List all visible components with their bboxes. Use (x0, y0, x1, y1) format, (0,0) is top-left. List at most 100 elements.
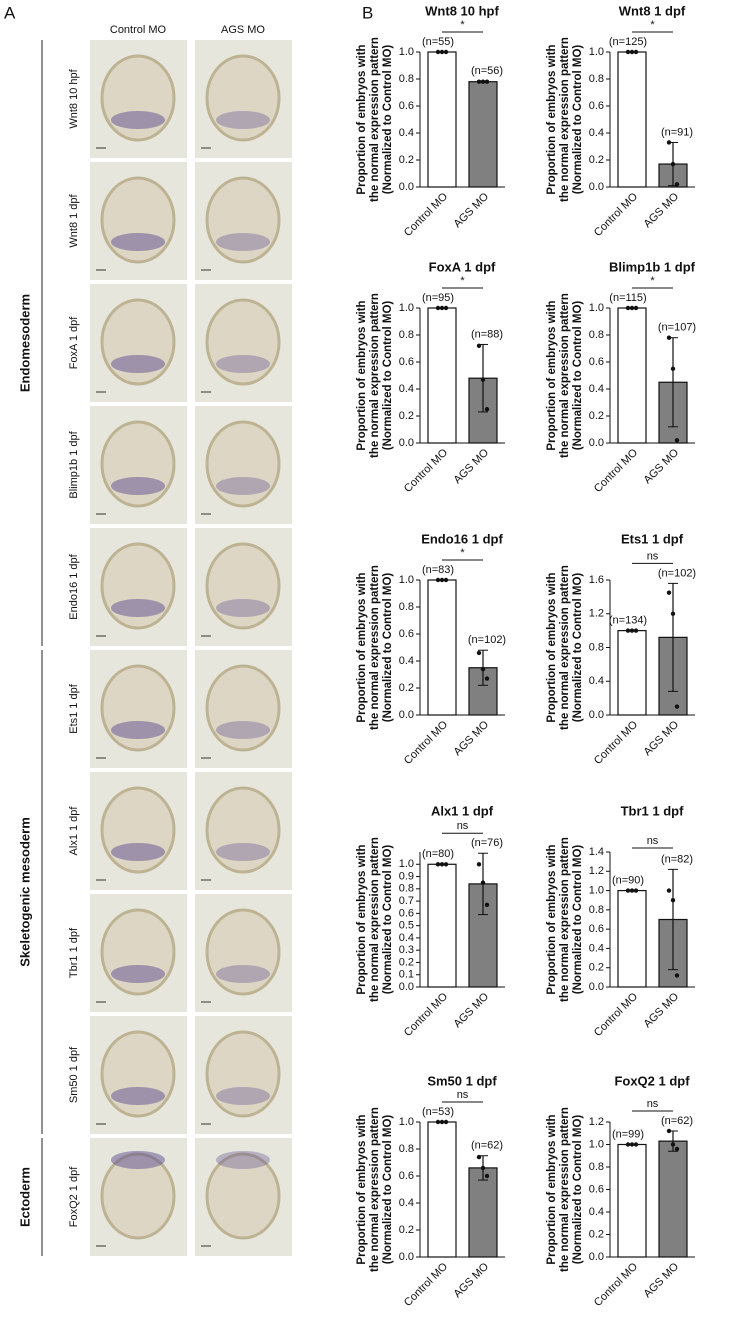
data-point (625, 1142, 631, 1147)
significance: * (650, 19, 655, 31)
data-point (476, 650, 482, 656)
y-axis-label: Proportion of embryos with (356, 1114, 368, 1264)
y-tick-label: 1.2 (589, 1116, 604, 1128)
n-label: (n=55) (422, 36, 454, 48)
embryo-body (205, 420, 281, 508)
y-axis-label: Proportion of embryos with (546, 1114, 558, 1264)
data-point (666, 590, 672, 595)
y-tick-label: 0.6 (399, 628, 414, 640)
row-label: Alx1 1 dpf (68, 806, 80, 856)
chart-title: FoxQ2 1 dpf (614, 1073, 690, 1088)
y-axis-label: (Normalized to Control MO) (572, 573, 584, 723)
y-axis-label: (Normalized to Control MO) (382, 845, 394, 995)
data-point (443, 577, 449, 583)
data-point (625, 49, 631, 55)
data-point (435, 305, 441, 311)
y-axis-label: Proportion of embryos with (546, 572, 558, 722)
y-tick-label: 0.2 (589, 962, 604, 974)
embryo-body (205, 176, 281, 264)
data-point (480, 666, 486, 672)
y-tick-label: 0.2 (399, 154, 414, 166)
data-point (670, 366, 676, 371)
x-tick-label: AGS MO (452, 1260, 492, 1300)
embryo-stain (216, 843, 270, 861)
n-label: (n=107) (658, 322, 696, 334)
row-label: Sm50 1 dpf (68, 1046, 80, 1103)
x-tick-label: Control MO (592, 190, 641, 239)
y-tick-label: 1.0 (589, 46, 604, 58)
bar (658, 1140, 688, 1258)
data-point (480, 79, 486, 84)
bar (427, 579, 457, 716)
chart-title: Wnt8 10 hpf (425, 3, 499, 18)
x-tick-label: Control MO (402, 190, 451, 239)
bar (617, 307, 647, 444)
x-tick-label: Control MO (402, 990, 451, 1039)
embryo-stain (216, 721, 270, 739)
chart-title: Blimp1b 1 dpf (609, 259, 696, 274)
y-tick-label: 0.8 (399, 883, 414, 895)
data-point (666, 335, 672, 340)
y-axis-label: the normal expression pattern (559, 293, 571, 458)
data-point (633, 628, 639, 633)
y-tick-label: 1.0 (589, 302, 604, 314)
embryo-stain (216, 1151, 270, 1169)
embryo-stain (111, 843, 165, 861)
data-point (633, 49, 639, 55)
x-tick-label: Control MO (402, 1260, 451, 1309)
n-label: (n=62) (471, 1140, 503, 1152)
y-axis-label: (Normalized to Control MO) (572, 45, 584, 195)
y-tick-label: 0.5 (399, 920, 414, 932)
y-tick-label: 0.0 (399, 981, 414, 993)
data-point (484, 676, 490, 681)
embryo-body (205, 908, 281, 996)
y-axis-label: the normal expression pattern (369, 1107, 381, 1272)
data-point (443, 862, 449, 867)
data-point (674, 182, 680, 187)
bar (427, 307, 457, 444)
n-label: (n=88) (471, 328, 503, 340)
y-axis-label: Proportion of embryos with (356, 300, 368, 450)
y-tick-label: 0.6 (589, 356, 604, 368)
panel-label: B (362, 3, 373, 22)
row-label: Ets1 1 dpf (68, 683, 80, 733)
chart-title: FoxA 1 dpf (429, 259, 496, 274)
data-point (443, 305, 449, 311)
y-tick-label: 0.0 (589, 437, 604, 449)
significance: * (460, 275, 465, 287)
y-tick-label: 0.6 (399, 1170, 414, 1182)
significance: ns (457, 820, 469, 832)
significance: * (460, 547, 465, 559)
data-point (443, 1119, 449, 1125)
embryo-stain (216, 599, 270, 617)
data-point (439, 577, 445, 583)
column-header: AGS MO (221, 24, 265, 36)
bar (617, 51, 647, 188)
x-tick-label: AGS MO (452, 990, 492, 1030)
embryo-stain (111, 355, 165, 373)
y-tick-label: 0.4 (589, 1206, 604, 1218)
bar (617, 630, 647, 716)
embryo-stain (111, 1087, 165, 1105)
y-axis-label: (Normalized to Control MO) (382, 573, 394, 723)
data-point (484, 407, 490, 412)
x-tick-label: AGS MO (642, 1260, 682, 1300)
data-point (670, 161, 676, 167)
y-tick-label: 0.2 (399, 410, 414, 422)
x-tick-label: Control MO (402, 446, 451, 495)
n-label: (n=62) (661, 1115, 693, 1127)
bar (427, 863, 457, 988)
n-label: (n=91) (661, 126, 693, 138)
embryo-stain (111, 965, 165, 983)
y-tick-label: 0.1 (399, 969, 414, 981)
data-point (435, 577, 441, 583)
y-tick-label: 0.0 (589, 181, 604, 193)
data-point (435, 862, 441, 867)
chart-title: Sm50 1 dpf (427, 1073, 497, 1088)
y-tick-label: 1.0 (589, 1138, 604, 1150)
embryo-stain (111, 477, 165, 495)
group-label: Ectoderm (17, 1167, 32, 1227)
bar (617, 889, 647, 988)
data-point (476, 1154, 482, 1160)
y-tick-label: 0.2 (589, 154, 604, 166)
